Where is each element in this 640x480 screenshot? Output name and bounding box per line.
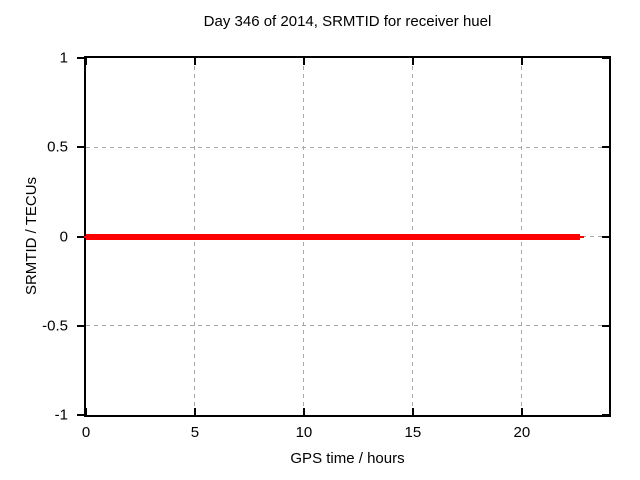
y-tick-right: [602, 414, 609, 416]
y-tick-right: [602, 324, 609, 327]
x-tick-top: [302, 58, 305, 65]
y-tick-left: [77, 324, 84, 327]
x-axis-label: GPS time / hours: [290, 450, 405, 467]
x-tick-bottom: [302, 408, 305, 415]
x-tick-label: 0: [81, 424, 91, 441]
y-tick-left: [77, 57, 84, 59]
x-tick-bottom: [520, 408, 523, 415]
x-tick-label: 5: [190, 424, 200, 441]
x-tick-top: [411, 58, 414, 65]
y-tick-right: [602, 57, 609, 59]
y-tick-label: 0.5: [47, 138, 68, 156]
chart-title: Day 346 of 2014, SRMTID for receiver hue…: [203, 13, 492, 30]
x-tick-label: 20: [513, 424, 531, 441]
x-tick-top: [85, 58, 87, 65]
x-tick-bottom: [193, 408, 196, 415]
gridline-horizontal: [86, 325, 609, 327]
gridline-horizontal: [86, 146, 609, 148]
y-tick-right: [602, 146, 609, 149]
data-series-srmtid-line-thick: [86, 233, 580, 240]
y-tick-label: -1: [54, 406, 68, 424]
y-tick-left: [77, 235, 84, 238]
x-tick-label: 10: [295, 424, 313, 441]
y-tick-label: 1: [59, 49, 68, 67]
y-tick-left: [77, 146, 84, 149]
x-tick-top: [193, 58, 196, 65]
y-tick-right: [602, 235, 609, 238]
y-tick-label: 0: [59, 228, 68, 245]
plot-area: [81, 56, 611, 417]
x-tick-bottom: [85, 408, 87, 415]
y-axis-label: SRMTID / TECUs: [23, 176, 40, 296]
y-tick-label: -0.5: [42, 317, 68, 335]
x-tick-top: [520, 58, 523, 65]
x-tick-label: 15: [404, 424, 422, 441]
y-tick-left: [77, 414, 84, 416]
x-tick-bottom: [411, 408, 414, 415]
